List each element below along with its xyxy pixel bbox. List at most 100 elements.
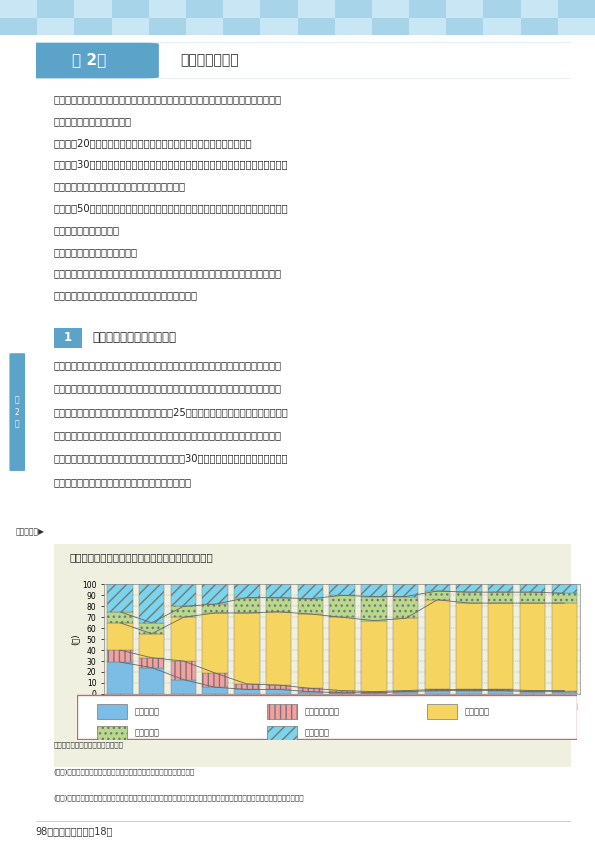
Text: に大きく分けることができる。: に大きく分けることができる。	[54, 246, 137, 257]
Text: 社会福祉費: 社会福祉費	[135, 728, 160, 738]
Bar	[520, 584, 545, 592]
Text: 社会保険費: 社会保険費	[465, 707, 490, 716]
Bar	[393, 618, 418, 690]
Bar	[372, 0, 409, 18]
Bar	[409, 18, 446, 35]
Bar	[261, 0, 298, 18]
Bar	[298, 18, 334, 35]
Bar	[521, 0, 558, 18]
Bar	[330, 584, 355, 595]
Bar	[456, 592, 482, 603]
Bar	[266, 690, 292, 694]
Bar	[234, 690, 259, 694]
Text: 年金制度を構築する時期: 年金制度を構築する時期	[54, 225, 120, 235]
Text: 生活保護費: 生活保護費	[305, 728, 330, 738]
Bar	[298, 0, 334, 18]
Text: む権利（生存権）を保障するという理念に基づく制度として整備された。社会保障関: む権利（生存権）を保障するという理念に基づく制度として整備された。社会保障関	[54, 431, 281, 440]
Bar	[488, 690, 513, 694]
Bar	[552, 584, 577, 593]
Bar	[261, 18, 298, 35]
Bar	[393, 584, 418, 596]
Bar	[223, 18, 261, 35]
Text: 図表２２１　国の社会保障関係費の構成割合の推移: 図表２２１ 国の社会保障関係費の構成割合の推移	[69, 552, 213, 562]
Bar	[112, 18, 149, 35]
Text: 我が国の所得保障としての社会保障制度については、戦後の混乱期は戦傷者や戦没: 我が国の所得保障としての社会保障制度については、戦後の混乱期は戦傷者や戦没	[54, 360, 281, 370]
Bar	[37, 18, 74, 35]
Bar	[425, 600, 450, 690]
Bar	[427, 704, 457, 719]
Bar	[520, 690, 545, 691]
Bar	[202, 604, 228, 613]
Bar	[409, 0, 446, 18]
Bar	[552, 603, 577, 690]
Bar	[456, 690, 482, 694]
Bar	[558, 0, 595, 18]
Bar	[171, 584, 196, 606]
FancyBboxPatch shape	[54, 328, 82, 348]
Text: 昭和20年代の戦後混乱期の生活保護といった救貧施策が中心の時期: 昭和20年代の戦後混乱期の生活保護といった救貧施策が中心の時期	[54, 138, 252, 148]
Bar	[446, 18, 483, 35]
Bar	[139, 668, 164, 694]
Text: 老後の所得保障: 老後の所得保障	[180, 53, 239, 66]
Text: (注１)　四捨五入のため内訳の合計が予算総額に合わない場合がある。: (注１) 四捨五入のため内訳の合計が予算総額に合わない場合がある。	[54, 769, 195, 775]
Bar	[520, 592, 545, 603]
Text: 資料：厚生労働省大臣房会計課調べ: 資料：厚生労働省大臣房会計課調べ	[54, 742, 124, 748]
Bar	[107, 622, 133, 650]
Bar	[202, 613, 228, 673]
Bar	[330, 617, 355, 690]
Bar	[202, 584, 228, 604]
Text: 我が国の老後の所得保障については、老後の暮らしを支える老齢年金などの制度が: 我が国の老後の所得保障については、老後の暮らしを支える老齢年金などの制度が	[54, 94, 281, 104]
Bar	[298, 614, 323, 688]
Bar	[0, 0, 37, 18]
Bar	[266, 612, 292, 685]
Bar	[0, 18, 37, 35]
Bar	[488, 603, 513, 690]
Text: 保健衛生対策費: 保健衛生対策費	[305, 707, 340, 716]
Text: 第
2
章: 第 2 章	[15, 396, 20, 428]
FancyBboxPatch shape	[77, 695, 577, 739]
Bar	[149, 18, 186, 35]
Bar	[372, 18, 409, 35]
Text: 政策の中心は生活保護制度で、日本国憲法第25条に規定する健康で文化的な生活を営: 政策の中心は生活保護制度で、日本国憲法第25条に規定する健康で文化的な生活を営	[54, 407, 289, 417]
Bar	[107, 612, 133, 622]
Bar	[171, 617, 196, 661]
Bar	[74, 18, 112, 35]
Text: 救貧政策としての所得保障: 救貧政策としての所得保障	[92, 331, 176, 344]
Bar	[520, 691, 545, 694]
Bar	[330, 595, 355, 617]
FancyBboxPatch shape	[48, 542, 577, 770]
Bar	[202, 673, 228, 687]
Bar	[98, 704, 127, 719]
Bar	[139, 634, 164, 658]
Bar	[171, 606, 196, 617]
Text: として公的年金制度の重要性が増していった時期: として公的年金制度の重要性が増していった時期	[54, 182, 186, 192]
Bar	[361, 621, 387, 691]
Bar	[552, 691, 577, 694]
Bar	[483, 0, 521, 18]
Bar	[361, 693, 387, 694]
Bar	[298, 691, 323, 694]
Text: 98　厚生労働白書（18）: 98 厚生労働白書（18）	[36, 826, 113, 836]
FancyBboxPatch shape	[10, 353, 25, 471]
Bar	[139, 584, 164, 622]
Text: 者遣族等現実に貧困に直面している者を救済する救貧政策が中心であった。その救貧: 者遣族等現実に貧困に直面している者を救済する救貧政策が中心であった。その救貧	[54, 383, 281, 394]
Bar	[74, 0, 112, 18]
Bar	[552, 593, 577, 603]
FancyBboxPatch shape	[14, 41, 590, 80]
Bar	[107, 650, 133, 662]
Y-axis label: (％): (％)	[70, 633, 79, 645]
Bar	[234, 598, 259, 613]
Bar	[393, 691, 418, 694]
Bar	[330, 690, 355, 693]
Bar	[456, 603, 482, 690]
Bar	[552, 690, 577, 691]
Text: のうち生活保護費が最も大きな割合を占めていた。: のうち生活保護費が最も大きな割合を占めていた。	[54, 477, 192, 487]
Bar	[98, 726, 127, 741]
Bar	[171, 680, 196, 694]
Bar	[112, 0, 149, 18]
Bar	[267, 704, 298, 719]
Bar	[488, 584, 513, 592]
Bar	[361, 691, 387, 693]
Bar	[266, 598, 292, 612]
Bar	[425, 584, 450, 591]
